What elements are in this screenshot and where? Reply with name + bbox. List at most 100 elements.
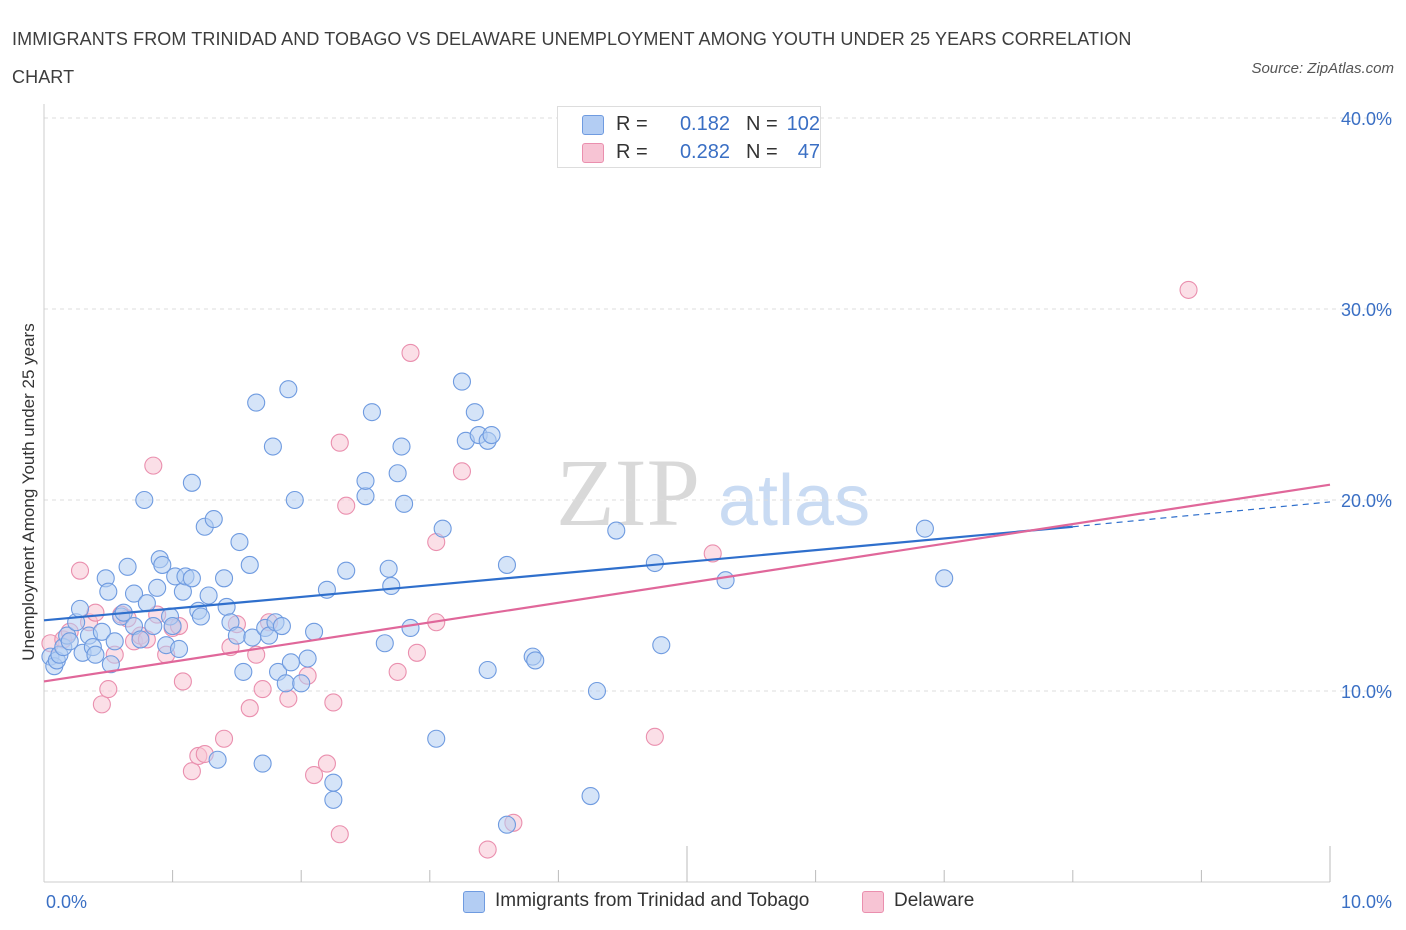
- trinidad-point: [191, 607, 210, 626]
- legend-swatch-trinidad: [463, 891, 485, 913]
- trinidad-point: [279, 380, 298, 399]
- tick-labels: 10.0% 20.0% 30.0% 40.0% 0.0% 10.0%: [46, 109, 1392, 912]
- delaware-point: [330, 433, 349, 452]
- trinidad-point: [465, 403, 484, 422]
- trinidad-point: [199, 586, 218, 605]
- trinidad-point: [526, 651, 545, 670]
- delaware-point: [452, 462, 472, 481]
- trinidad-point: [105, 632, 124, 651]
- n-value: 102: [786, 113, 820, 135]
- n-label: N =: [746, 113, 778, 135]
- trinidad-point: [124, 584, 144, 603]
- trinidad-point: [581, 786, 600, 806]
- trinidad-point: [607, 521, 626, 540]
- trinidad-point: [92, 622, 111, 641]
- chart-title: IMMIGRANTS FROM TRINIDAD AND TOBAGO VS D…: [12, 29, 1132, 87]
- delaware-point: [240, 699, 259, 718]
- trinidad-point: [234, 662, 253, 681]
- legend-label-trinidad: Immigrants from Trinidad and Tobago: [495, 890, 810, 911]
- trinidad-point: [86, 645, 105, 664]
- trinidad-point: [70, 599, 90, 618]
- delaware-points: [41, 280, 1198, 859]
- delaware-point: [86, 603, 105, 622]
- trinidad-point: [292, 674, 311, 693]
- trinidad-point: [204, 510, 223, 529]
- trinidad-point: [356, 487, 375, 506]
- trinidad-point: [118, 557, 137, 576]
- delaware-point: [70, 561, 90, 580]
- delaware-trend-line: [43, 483, 1331, 683]
- trinidad-point: [324, 790, 343, 809]
- trinidad-point: [497, 555, 517, 574]
- legend-label-delaware: Delaware: [894, 890, 975, 911]
- trinidad-point: [401, 618, 420, 638]
- delaware-point: [478, 840, 497, 859]
- legend-swatch-delaware: [582, 143, 604, 163]
- gridlines: [44, 117, 1392, 692]
- trinidad-point: [324, 773, 343, 792]
- trinidad-point: [230, 532, 249, 552]
- trinidad-point: [163, 617, 182, 636]
- x-tick-label-max: 10.0%: [1341, 892, 1392, 912]
- trinidad-point: [217, 597, 236, 617]
- watermark-zip: ZIP: [556, 439, 700, 546]
- trinidad-points: [41, 372, 954, 834]
- trinidad-point: [497, 815, 517, 834]
- axes: [43, 104, 1331, 883]
- trinidad-point: [276, 674, 295, 693]
- trinidad-point: [137, 594, 156, 613]
- trinidad-point: [382, 576, 401, 596]
- trinidad-point: [935, 569, 954, 588]
- n-value: 47: [797, 141, 820, 163]
- trinidad-point: [482, 426, 501, 445]
- trinidad-point: [153, 555, 172, 574]
- trinidad-trend-extension: [1072, 501, 1331, 528]
- delaware-point: [317, 754, 336, 773]
- delaware-point: [1179, 280, 1198, 299]
- watermark: ZIP atlas: [556, 439, 870, 546]
- trinidad-point: [182, 473, 201, 492]
- y-tick-label: 30.0%: [1341, 300, 1392, 320]
- delaware-point: [253, 680, 272, 699]
- x-tick-label-min: 0.0%: [46, 892, 87, 912]
- trinidad-point: [362, 403, 381, 422]
- trinidad-point: [645, 553, 664, 573]
- delaware-point: [92, 695, 111, 714]
- r-label: R =: [616, 113, 648, 135]
- trinidad-point: [148, 578, 167, 597]
- delaware-point: [144, 456, 163, 475]
- trinidad-point: [208, 750, 227, 769]
- trinidad-point: [214, 569, 234, 588]
- legend-swatch-trinidad: [582, 115, 604, 135]
- trinidad-point: [131, 630, 150, 649]
- y-axis-label: Unemployment Among Youth under 25 years: [19, 323, 38, 660]
- r-label: R =: [616, 141, 648, 163]
- trinidad-point: [247, 393, 266, 412]
- trinidad-point: [60, 632, 79, 651]
- trinidad-point: [652, 636, 671, 655]
- trinidad-point: [144, 617, 163, 636]
- delaware-point: [330, 825, 349, 844]
- trinidad-point: [298, 649, 317, 668]
- delaware-point: [337, 496, 356, 515]
- delaware-point: [214, 729, 234, 748]
- trinidad-point: [99, 582, 118, 601]
- y-tick-label: 10.0%: [1341, 682, 1392, 702]
- trinidad-point: [227, 626, 246, 645]
- trinidad-point: [240, 555, 259, 574]
- trinidad-point: [182, 569, 201, 588]
- delaware-point: [407, 643, 426, 662]
- watermark-atlas: atlas: [718, 461, 870, 541]
- trinidad-point: [169, 639, 189, 659]
- trinidad-point: [285, 490, 304, 510]
- delaware-point: [305, 765, 324, 785]
- trinidad-point: [379, 559, 398, 578]
- delaware-point: [279, 689, 298, 708]
- delaware-point: [173, 672, 192, 691]
- delaware-point: [388, 662, 407, 681]
- trinidad-point: [392, 437, 411, 456]
- correlation-legend: R = 0.182 N = 102 R = 0.282 N = 47: [557, 106, 821, 168]
- trinidad-point: [587, 681, 607, 701]
- y-tick-label: 20.0%: [1341, 491, 1392, 511]
